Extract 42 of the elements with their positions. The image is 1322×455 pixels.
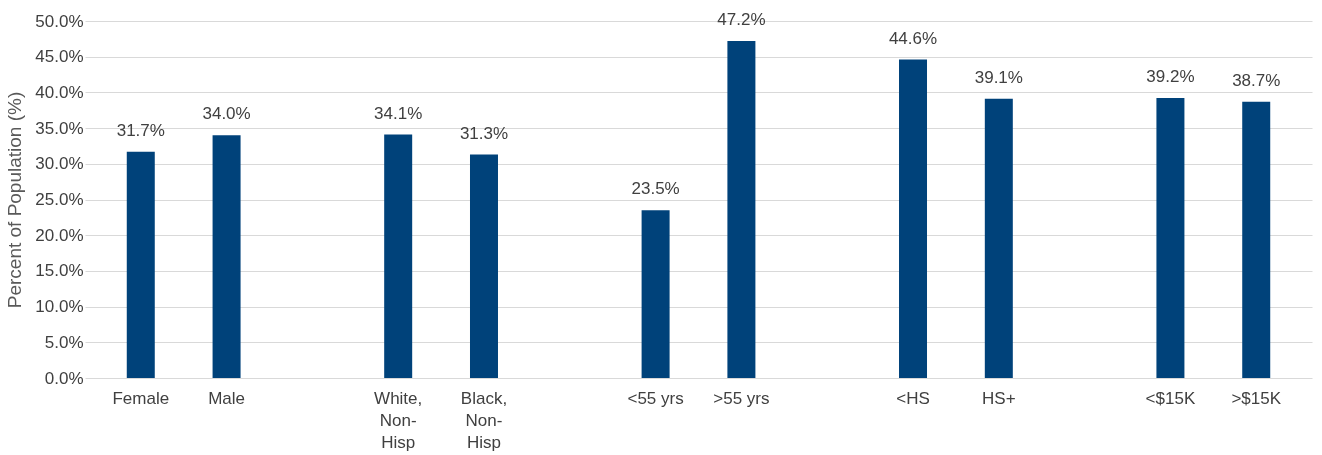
data-label: 31.3% xyxy=(459,123,509,143)
y-tick-label: 20.0% xyxy=(35,225,84,245)
bar xyxy=(641,210,670,378)
data-label: 34.0% xyxy=(202,104,251,124)
y-tick-label: 40.0% xyxy=(35,82,84,102)
bar xyxy=(126,151,155,378)
bar xyxy=(984,98,1013,378)
x-tick-label: Male xyxy=(208,388,246,408)
y-tick-label: 5.0% xyxy=(44,332,84,352)
y-tick-label: 10.0% xyxy=(35,297,84,317)
y-tick-label: 25.0% xyxy=(35,190,84,209)
x-tick-label: >55 yrs xyxy=(713,388,770,408)
data-label: 47.2% xyxy=(717,9,766,29)
data-label: 39.1% xyxy=(974,67,1023,87)
x-tick-label: HS+ xyxy=(982,388,1016,408)
bar xyxy=(1242,101,1271,378)
bar xyxy=(212,135,241,378)
x-tick-label: <55 yrs xyxy=(627,388,684,408)
y-tick-label: 15.0% xyxy=(35,261,84,281)
y-axis-title: Percent of Population (%) xyxy=(4,91,26,309)
x-tick-label: White, Non-Hisp xyxy=(374,388,423,452)
data-label: 34.1% xyxy=(374,103,423,123)
y-tick-label: 30.0% xyxy=(35,154,84,174)
bar xyxy=(899,59,928,378)
data-label: 39.2% xyxy=(1146,67,1195,87)
bar xyxy=(727,40,756,378)
y-tick-label: 50.0% xyxy=(35,11,84,31)
y-tick-label: 0.0% xyxy=(44,368,84,388)
x-tick-label: Black, Non-Hisp xyxy=(460,388,508,452)
x-tick-label: <$15K xyxy=(1145,388,1196,408)
data-label: 38.7% xyxy=(1232,70,1281,90)
y-tick-label: 35.0% xyxy=(35,118,84,138)
y-tick-label: 45.0% xyxy=(35,47,84,67)
data-label: 23.5% xyxy=(631,179,680,199)
x-tick-label: Female xyxy=(112,388,170,408)
data-label: 31.7% xyxy=(116,120,165,140)
bar xyxy=(1156,98,1185,378)
x-tick-label: >$15K xyxy=(1231,388,1282,408)
data-label: 44.6% xyxy=(888,28,938,48)
bar xyxy=(384,134,413,378)
bar xyxy=(469,154,498,378)
x-tick-label: <HS xyxy=(896,388,930,408)
